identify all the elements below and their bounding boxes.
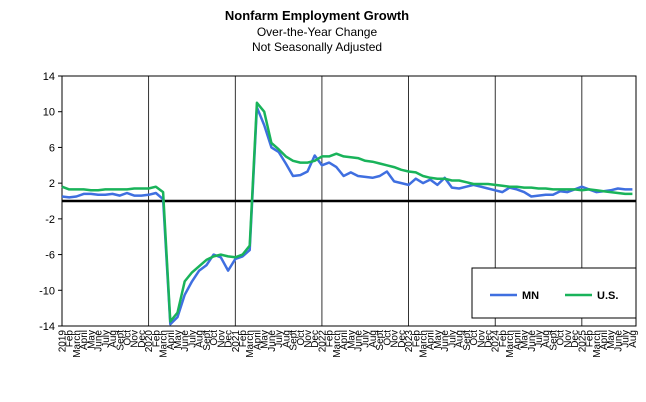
chart-subtitle: Over-the-Year Change bbox=[257, 25, 378, 39]
x-tick-label: Sept bbox=[548, 330, 559, 351]
x-tick-label: June bbox=[527, 330, 538, 352]
x-tick-label: Feb bbox=[325, 330, 336, 348]
x-tick-label: Aug bbox=[628, 330, 639, 348]
y-tick-label: 2 bbox=[49, 178, 55, 190]
x-tick-label: Feb bbox=[65, 330, 76, 348]
x-tick-label: June bbox=[440, 330, 451, 352]
x-tick-label: Aug bbox=[541, 330, 552, 348]
x-tick-label: 2023 bbox=[404, 330, 415, 353]
x-tick-label: March bbox=[332, 330, 343, 358]
y-tick-label: 14 bbox=[43, 71, 55, 83]
x-tick-label: April bbox=[599, 330, 610, 350]
x-tick-label: April bbox=[426, 330, 437, 350]
x-tick-label: Oct bbox=[209, 330, 220, 346]
x-tick-label: June bbox=[267, 330, 278, 352]
x-tick-label: Oct bbox=[122, 330, 133, 346]
y-tick-label: -2 bbox=[45, 214, 55, 226]
x-tick-label: June bbox=[354, 330, 365, 352]
x-tick-label: May bbox=[520, 330, 531, 349]
x-tick-label: 2021 bbox=[231, 330, 242, 353]
y-tick-label: 6 bbox=[49, 142, 55, 154]
legend-label: U.S. bbox=[597, 290, 618, 302]
x-tick-label: March bbox=[72, 330, 83, 358]
x-tick-label: Nov bbox=[476, 330, 487, 348]
x-tick-label: Oct bbox=[556, 330, 567, 346]
x-tick-label: March bbox=[592, 330, 603, 358]
y-tick-label: -14 bbox=[39, 321, 55, 333]
x-tick-label: Oct bbox=[382, 330, 393, 346]
x-tick-label: Sept bbox=[375, 330, 386, 351]
x-tick-label: Oct bbox=[296, 330, 307, 346]
x-tick-label: Dec bbox=[483, 330, 494, 348]
x-tick-label: May bbox=[173, 330, 184, 349]
x-tick-label: June bbox=[94, 330, 105, 352]
x-tick-label: 2024 bbox=[491, 330, 502, 353]
x-tick-label: April bbox=[166, 330, 177, 350]
x-tick-label: 2020 bbox=[144, 330, 155, 353]
x-tick-label: July bbox=[361, 330, 372, 348]
x-tick-label: Aug bbox=[281, 330, 292, 348]
data-line bbox=[61, 101, 633, 323]
x-tick-label: July bbox=[187, 330, 198, 348]
chart-subtitle: Not Seasonally Adjusted bbox=[252, 40, 382, 54]
x-tick-label: March bbox=[505, 330, 516, 358]
x-tick-label: April bbox=[339, 330, 350, 350]
x-tick-label: 2019 bbox=[58, 330, 69, 353]
x-tick-label: April bbox=[252, 330, 263, 350]
data-line bbox=[61, 106, 633, 326]
chart-title: Nonfarm Employment Growth bbox=[225, 8, 409, 23]
legend: MN U.S. bbox=[471, 267, 637, 319]
x-tick-label: Aug bbox=[108, 330, 119, 348]
x-tick-label: Feb bbox=[151, 330, 162, 348]
x-tick-label: June bbox=[180, 330, 191, 352]
x-tick-label: May bbox=[606, 330, 617, 349]
x-tick-label: July bbox=[621, 330, 632, 348]
legend-label: MN bbox=[522, 290, 539, 302]
x-tick-label: March bbox=[245, 330, 256, 358]
x-tick-label: Aug bbox=[368, 330, 379, 348]
x-tick-label: Sept bbox=[115, 330, 126, 351]
x-tick-label: Nov bbox=[390, 330, 401, 348]
x-tick-label: 2022 bbox=[317, 330, 328, 353]
x-tick-label: March bbox=[419, 330, 430, 358]
x-tick-label: May bbox=[86, 330, 97, 349]
y-tick-label: 10 bbox=[43, 107, 55, 119]
y-tick-label: -10 bbox=[39, 285, 55, 297]
x-tick-label: Dec bbox=[137, 330, 148, 348]
legend-box bbox=[471, 267, 637, 319]
y-tick-label: -6 bbox=[45, 250, 55, 262]
x-tick-label: July bbox=[447, 330, 458, 348]
x-tick-label: May bbox=[260, 330, 271, 349]
x-tick-label: March bbox=[159, 330, 170, 358]
x-tick-label: Aug bbox=[455, 330, 466, 348]
x-tick-label: April bbox=[512, 330, 523, 350]
x-tick-label: 2025 bbox=[577, 330, 588, 353]
x-tick-label: Feb bbox=[238, 330, 249, 348]
x-tick-label: Nov bbox=[130, 330, 141, 348]
x-tick-label: Sept bbox=[462, 330, 473, 351]
x-tick-label: July bbox=[274, 330, 285, 348]
x-tick-label: Nov bbox=[563, 330, 574, 348]
x-tick-label: Nov bbox=[216, 330, 227, 348]
x-tick-label: Dec bbox=[397, 330, 408, 348]
x-tick-label: April bbox=[79, 330, 90, 350]
x-tick-label: Feb bbox=[411, 330, 422, 348]
x-tick-label: Dec bbox=[310, 330, 321, 348]
x-tick-label: July bbox=[101, 330, 112, 348]
x-tick-label: June bbox=[613, 330, 624, 352]
x-tick-label: July bbox=[534, 330, 545, 348]
x-tick-label: Sept bbox=[289, 330, 300, 351]
x-tick-label: May bbox=[433, 330, 444, 349]
x-tick-label: Oct bbox=[469, 330, 480, 346]
x-tick-label: Nov bbox=[303, 330, 314, 348]
x-tick-label: Sept bbox=[202, 330, 213, 351]
x-tick-label: Dec bbox=[570, 330, 581, 348]
x-tick-label: Dec bbox=[224, 330, 235, 348]
x-tick-label: Aug bbox=[195, 330, 206, 348]
x-tick-label: Feb bbox=[585, 330, 596, 348]
x-tick-label: May bbox=[346, 330, 357, 349]
x-tick-label: Feb bbox=[498, 330, 509, 348]
